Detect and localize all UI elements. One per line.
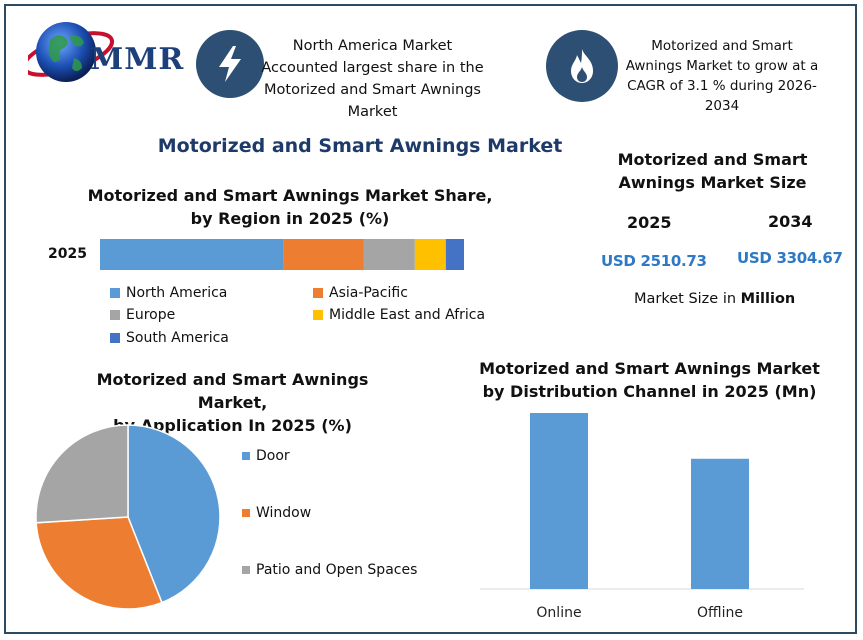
info-line: Accounted largest share in the <box>261 60 484 76</box>
logo-wordmark: MMR <box>90 42 185 77</box>
legend-label: Middle East and Africa <box>329 307 486 323</box>
page-title: Motorized and Smart Awnings Market <box>157 135 563 157</box>
infographic-frame <box>4 4 857 634</box>
title-line: Motorized and Smart Awnings Market, <box>96 370 369 412</box>
legend-asia-pacific: Asia-Pacific <box>313 285 408 301</box>
legend-swatch <box>313 288 323 298</box>
title-line: Motorized and Smart Awnings Market Share… <box>87 186 493 205</box>
info-line: Market <box>347 104 398 120</box>
info-line: Awnings Market to grow at a <box>625 58 819 74</box>
application-pie-chart <box>35 424 221 610</box>
distribution-bar-chart: Online Offline <box>480 413 804 621</box>
globe-icon <box>28 22 115 82</box>
region-stacked-bar <box>100 239 464 270</box>
legend-swatch <box>242 452 250 460</box>
bar-online <box>530 413 588 589</box>
legend-label: South America <box>126 330 229 346</box>
title-line: by Application In 2025 (%) <box>113 416 352 435</box>
legend-swatch <box>313 310 323 320</box>
bar-segment-north-america <box>100 239 284 270</box>
year-2025-label: 2025 <box>627 213 672 232</box>
legend-patio: Patio and Open Spaces <box>242 562 417 578</box>
info-line: 2034 <box>704 98 740 114</box>
application-chart-title: Motorized and Smart Awnings Market, by A… <box>60 368 405 437</box>
title-line: Motorized and Smart <box>617 150 808 169</box>
legend-middle-east-africa: Middle East and Africa <box>313 307 485 323</box>
legend-label: Asia-Pacific <box>329 285 408 301</box>
legend-swatch <box>110 288 120 298</box>
note-unit: Million <box>740 291 796 307</box>
distribution-chart-title: Motorized and Smart Awnings Market by Di… <box>472 357 827 403</box>
value-2025: USD 2510.73 <box>601 252 707 270</box>
pie-slice-patio-and-open-spaces <box>35 424 129 524</box>
title-line: by Region in 2025 (%) <box>190 209 390 228</box>
legend-label: Patio and Open Spaces <box>256 562 418 578</box>
info-cagr: Motorized and Smart Awnings Market to gr… <box>622 36 822 116</box>
title-line: Awnings Market Size <box>618 173 807 192</box>
legend-label: Window <box>256 505 312 521</box>
bar-segment-south-america <box>445 239 464 270</box>
title-line: Motorized and Smart Awnings Market <box>479 359 820 378</box>
legend-south-america: South America <box>110 330 229 346</box>
pie-slice-door <box>127 424 221 604</box>
legend-swatch <box>110 333 120 343</box>
pie-slice-window <box>35 516 163 610</box>
legend-europe: Europe <box>110 307 175 323</box>
value-2034: USD 3304.67 <box>737 249 843 267</box>
info-line: Motorized and Smart <box>651 38 793 54</box>
region-category-label: 2025 <box>48 246 87 262</box>
title-line: by Distribution Channel in 2025 (Mn) <box>482 382 817 401</box>
year-2034-label: 2034 <box>768 212 813 231</box>
note-prefix: Market Size in <box>634 291 741 307</box>
market-size-title: Motorized and Smart Awnings Market Size <box>590 148 835 194</box>
flame-icon <box>546 30 618 102</box>
x-tick-label: Offline <box>697 605 743 621</box>
info-line: Motorized and Smart Awnings <box>264 82 481 98</box>
info-line: North America Market <box>292 38 453 54</box>
mmr-logo: MMR <box>28 14 183 94</box>
market-size-note: Market Size in Million <box>634 291 795 307</box>
legend-door: Door <box>242 448 290 464</box>
info-line: CAGR of 3.1 % during 2026- <box>627 78 817 94</box>
info-north-america: North America Market Accounted largest s… <box>260 35 485 123</box>
bar-offline <box>691 458 749 589</box>
legend-swatch <box>242 566 250 574</box>
lightning-bolt-icon <box>196 30 264 98</box>
region-chart-title: Motorized and Smart Awnings Market Share… <box>80 184 500 230</box>
legend-swatch <box>110 310 120 320</box>
legend-label: Door <box>256 448 290 464</box>
legend-label: Europe <box>126 307 176 323</box>
bar-segment-asia-pacific <box>283 239 364 270</box>
legend-swatch <box>242 509 250 517</box>
bar-segment-middle-east-and-africa <box>414 239 446 270</box>
legend-north-america: North America <box>110 285 227 301</box>
legend-label: North America <box>126 285 228 301</box>
legend-window: Window <box>242 505 311 521</box>
x-tick-label: Online <box>536 605 581 621</box>
bar-segment-europe <box>363 239 415 270</box>
